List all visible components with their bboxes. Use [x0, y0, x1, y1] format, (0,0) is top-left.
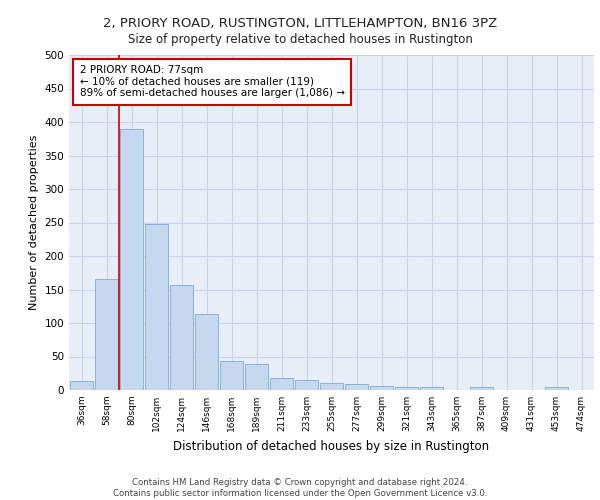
- Bar: [245, 364, 268, 390]
- Bar: [419, 388, 443, 390]
- Bar: [370, 386, 394, 390]
- Bar: [145, 224, 169, 390]
- Bar: [320, 384, 343, 390]
- Bar: [295, 380, 319, 390]
- Y-axis label: Number of detached properties: Number of detached properties: [29, 135, 39, 310]
- Bar: [119, 128, 143, 390]
- Bar: [170, 285, 193, 390]
- Bar: [344, 384, 368, 390]
- Bar: [269, 378, 293, 390]
- Bar: [470, 386, 493, 390]
- Bar: [194, 314, 218, 390]
- Bar: [220, 361, 244, 390]
- Text: Size of property relative to detached houses in Rustington: Size of property relative to detached ho…: [128, 32, 472, 46]
- Bar: [95, 280, 118, 390]
- Bar: [70, 382, 94, 390]
- Bar: [395, 386, 418, 390]
- X-axis label: Distribution of detached houses by size in Rustington: Distribution of detached houses by size …: [173, 440, 490, 452]
- Text: 2 PRIORY ROAD: 77sqm
← 10% of detached houses are smaller (119)
89% of semi-deta: 2 PRIORY ROAD: 77sqm ← 10% of detached h…: [79, 65, 344, 98]
- Text: Contains HM Land Registry data © Crown copyright and database right 2024.
Contai: Contains HM Land Registry data © Crown c…: [113, 478, 487, 498]
- Bar: [545, 386, 568, 390]
- Text: 2, PRIORY ROAD, RUSTINGTON, LITTLEHAMPTON, BN16 3PZ: 2, PRIORY ROAD, RUSTINGTON, LITTLEHAMPTO…: [103, 18, 497, 30]
